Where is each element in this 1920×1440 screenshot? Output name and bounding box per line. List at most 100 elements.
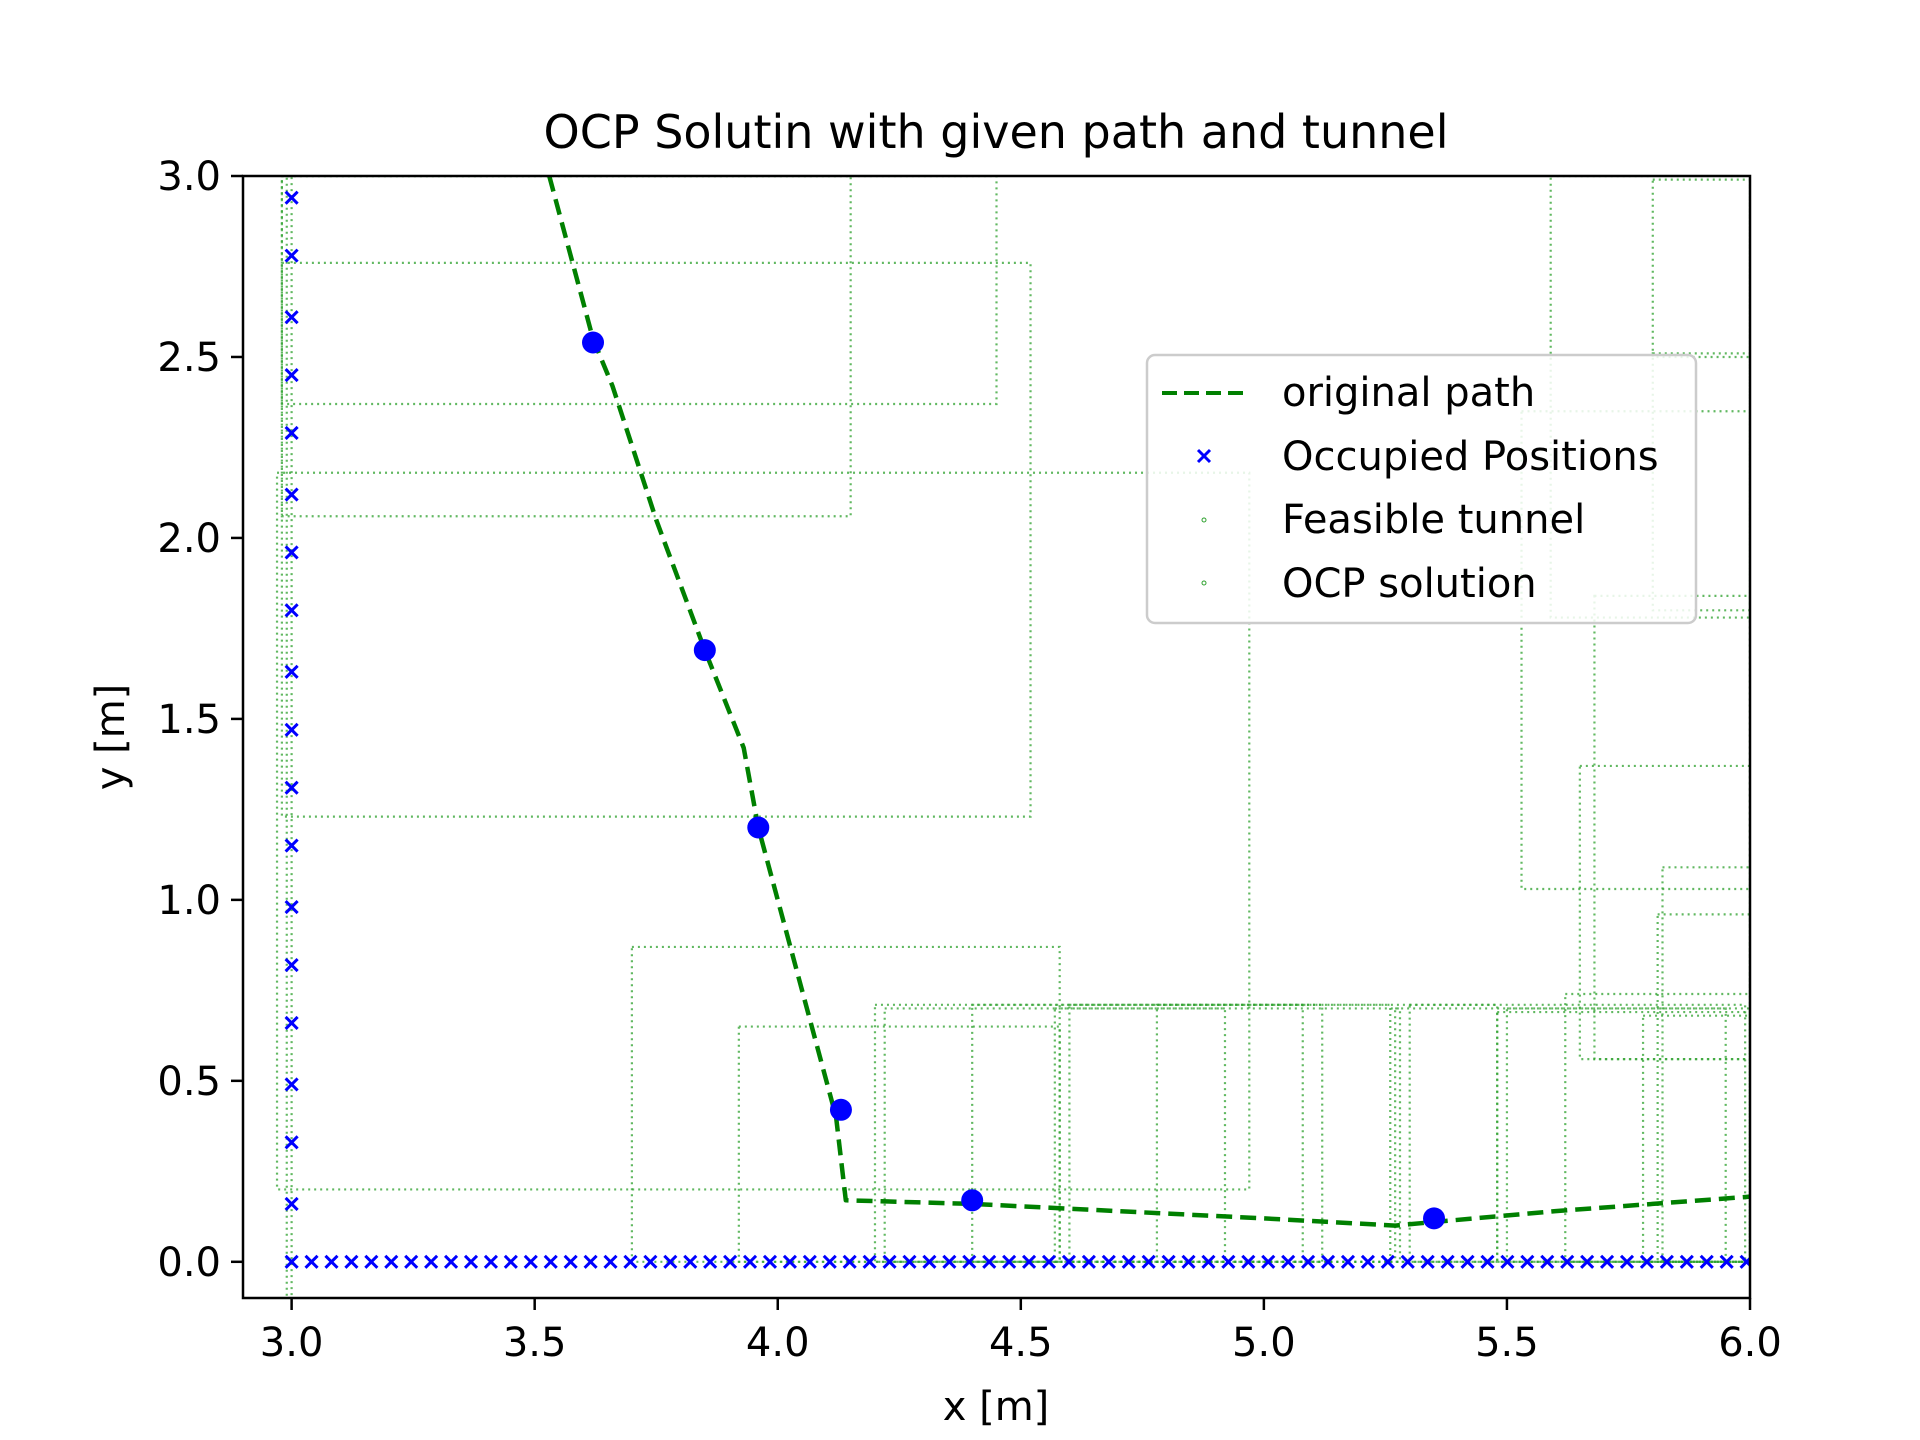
occupied-marker: [623, 1254, 638, 1269]
x-tick-label: 3.5: [503, 1320, 567, 1366]
occupied-marker: [284, 900, 299, 915]
occupied-marker: [1600, 1254, 1615, 1269]
tunnel-rect: [1651, 352, 1750, 612]
occupied-marker: [862, 1254, 877, 1269]
ocp-layer: [582, 331, 1446, 1230]
occupied-marker: [463, 1254, 479, 1269]
occupied-marker: [1560, 1254, 1575, 1269]
occupied-marker: [284, 1254, 299, 1269]
occupied-marker: [1320, 1254, 1336, 1269]
occupied-marker: [424, 1254, 439, 1269]
occupied-marker: [1719, 1254, 1734, 1269]
x-axis-label: x [m]: [943, 1384, 1050, 1430]
occupied-marker: [284, 1077, 299, 1092]
occupied-marker: [1002, 1254, 1017, 1269]
occupied-marker: [1081, 1254, 1096, 1269]
occupied-marker: [723, 1254, 738, 1269]
occupied-marker: [284, 1135, 299, 1150]
y-tick-label: 0.5: [157, 1059, 221, 1105]
ocp-point: [829, 1098, 852, 1121]
occupied-marker: [1101, 1254, 1116, 1269]
occupied-marker: [523, 1254, 538, 1269]
occupied-marker: [1281, 1254, 1296, 1269]
occupied-marker: [284, 1196, 299, 1211]
occupied-marker: [563, 1254, 578, 1269]
occupied-marker: [1041, 1254, 1057, 1269]
tunnel-rect: [280, 176, 998, 406]
occupied-marker: [1121, 1254, 1136, 1269]
occupied-marker: [1619, 1254, 1635, 1269]
tunnel-rect: [1394, 1007, 1727, 1263]
occupied-marker: [1261, 1254, 1276, 1269]
occupied-marker: [882, 1254, 897, 1269]
y-axis: 0.0 0.5 1.0 1.5 2.0 2.5 3.0: [157, 154, 243, 1286]
occupied-marker: [1360, 1254, 1375, 1269]
occupied-marker: [1061, 1254, 1076, 1269]
x-axis: 3.0 3.5 4.0 4.5 5.0 5.5 6.0: [260, 1298, 1782, 1366]
occupied-marker: [364, 1254, 379, 1269]
y-tick-label: 2.0: [157, 516, 221, 562]
occupied-marker: [1022, 1254, 1037, 1269]
occupied-marker: [284, 425, 299, 441]
tunnel-rect: [1408, 1003, 1747, 1263]
occupied-marker: [1241, 1254, 1256, 1269]
occupied-marker: [1221, 1254, 1236, 1269]
occupied-marker: [1460, 1254, 1475, 1269]
occupied-marker: [284, 722, 299, 737]
plot-frame: [241, 174, 1752, 1300]
occupied-marker: [304, 1254, 319, 1269]
occupied-marker: [284, 1015, 299, 1030]
occupied-marker: [922, 1254, 937, 1269]
x-tick-label: 4.0: [746, 1320, 810, 1366]
tunnel-rect: [1505, 1007, 1750, 1263]
y-axis-label: y [m]: [88, 684, 134, 791]
occupied-marker: [683, 1254, 698, 1269]
occupied-marker: [284, 368, 299, 383]
occupied-marker: [1181, 1254, 1196, 1269]
occupied-marker: [1480, 1254, 1495, 1269]
occupied-marker: [962, 1254, 977, 1269]
occupied-marker: [1699, 1254, 1714, 1269]
occupied-marker: [1520, 1254, 1535, 1269]
tunnel-rect: [1651, 178, 1750, 359]
occupied-marker: [284, 190, 299, 205]
legend-swatch-ocp-solution: [1201, 580, 1207, 586]
occupied-marker: [1420, 1254, 1435, 1269]
occupied-marker: [782, 1254, 797, 1269]
legend-label-ocp-solution: OCP solution: [1282, 561, 1537, 607]
x-tick-label: 5.5: [1475, 1320, 1539, 1366]
occupied-marker: [543, 1254, 558, 1269]
occupied-marker: [284, 248, 299, 263]
x-tick-label: 5.0: [1232, 1320, 1296, 1366]
y-tick-label: 3.0: [157, 154, 221, 200]
x-tick-label: 4.5: [989, 1320, 1053, 1366]
ocp-point: [1423, 1207, 1446, 1230]
occupied-marker: [1301, 1254, 1316, 1269]
occupied-marker: [1580, 1254, 1595, 1269]
occupied-marker: [603, 1254, 618, 1269]
tunnel-rect: [275, 471, 1251, 1191]
occupied-marker: [284, 603, 299, 618]
occupied-marker: [1380, 1254, 1395, 1269]
tunnel-rect: [280, 176, 852, 518]
occupied-layer: [284, 190, 1750, 1269]
tunnel-rect: [1496, 1010, 1750, 1263]
x-tick-label: 6.0: [1718, 1320, 1782, 1366]
occupied-marker: [1500, 1254, 1515, 1269]
occupied-marker: [404, 1254, 419, 1269]
tunnel-rect: [1578, 764, 1750, 1061]
occupied-marker: [284, 838, 299, 853]
occupied-marker: [902, 1254, 917, 1269]
occupied-marker: [942, 1254, 957, 1269]
legend: original path Occupied Positions Feasibl…: [1145, 353, 1698, 625]
chart-title: OCP Solutin with given path and tunnel: [544, 105, 1449, 159]
occupied-marker: [1340, 1254, 1356, 1269]
legend-box: [1145, 353, 1698, 625]
ocp-point: [961, 1189, 984, 1212]
legend-label-occupied-positions: Occupied Positions: [1282, 434, 1659, 480]
occupied-marker: [802, 1254, 817, 1269]
legend-label-feasible-tunnel: Feasible tunnel: [1282, 497, 1585, 543]
occupied-marker: [583, 1254, 598, 1269]
